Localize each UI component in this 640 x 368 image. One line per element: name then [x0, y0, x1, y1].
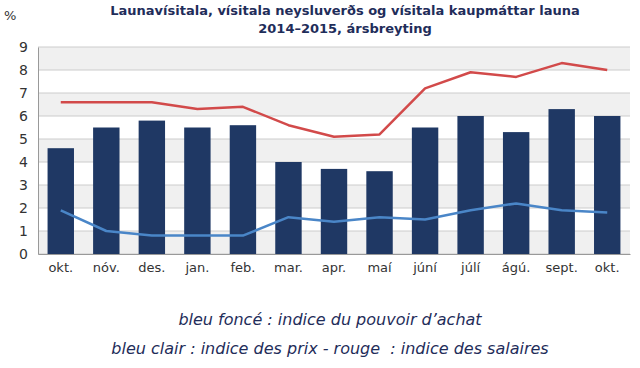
tick: 7 — [19, 85, 38, 101]
tick-label: apr. — [322, 260, 347, 275]
tick-label: okt. — [595, 260, 620, 275]
tick: 4 — [19, 154, 38, 170]
marks — [48, 63, 621, 254]
grid-band — [38, 47, 630, 70]
tick: ágú. — [502, 254, 531, 275]
bar — [366, 171, 392, 254]
bar — [548, 109, 574, 254]
y-axis: 0 1 2 3 4 5 6 7 8 9 — [19, 39, 38, 262]
bar — [321, 169, 347, 254]
tick-label: sept. — [546, 260, 578, 275]
tick: mar. — [274, 254, 303, 275]
tick-label: 4 — [19, 154, 28, 170]
tick: apr. — [322, 254, 347, 275]
tick: 9 — [19, 39, 38, 55]
axis-line — [38, 48, 39, 255]
tick: des. — [138, 254, 165, 275]
x-axis: okt. nóv. des. jan. feb. mar. apr. maí júní júlí á… — [39, 254, 631, 275]
axis-label: % — [4, 8, 16, 23]
tick: nóv. — [93, 254, 120, 275]
tick: 3 — [19, 177, 38, 193]
tick-label: des. — [138, 260, 165, 275]
tick-label: okt. — [48, 260, 73, 275]
tick-label: júlí — [460, 260, 480, 275]
tick-label: júní — [412, 260, 437, 275]
tick: 6 — [19, 108, 38, 124]
bar — [594, 116, 620, 254]
tick-label: nóv. — [93, 260, 120, 275]
tick: júlí — [460, 254, 480, 275]
tick: maí — [367, 254, 392, 275]
tick-label: ágú. — [502, 260, 531, 275]
tick-label: 8 — [19, 62, 28, 78]
tick-label: 6 — [19, 108, 28, 124]
axis-line — [39, 254, 631, 255]
tick: 1 — [19, 223, 38, 239]
grid-band — [38, 139, 630, 162]
title: Launavísitala, vísitala neysluverðs og v… — [110, 3, 579, 18]
bar — [48, 148, 74, 254]
tick-label: 3 — [19, 177, 28, 193]
tick-label: 0 — [19, 246, 28, 262]
tick: 8 — [19, 62, 38, 78]
annotation: bleu foncé : indice du pouvoir d’achat — [178, 310, 482, 329]
subtitle: 2014–2015, ársbreyting — [258, 21, 432, 36]
plot: 0 1 2 3 4 5 6 7 8 9 okt. nóv. des. jan. feb. mar. apr. ma… — [19, 39, 630, 275]
tick-label: mar. — [274, 260, 303, 275]
bar — [275, 162, 301, 254]
tick: okt. — [595, 254, 620, 275]
tick: júní — [412, 254, 437, 275]
tick-label: 1 — [19, 223, 28, 239]
grid-band — [38, 93, 630, 116]
bar — [412, 128, 438, 255]
tick: jan. — [184, 254, 209, 275]
grid-line — [38, 47, 630, 48]
line — [61, 63, 607, 137]
grid-line — [38, 139, 630, 140]
grid-line — [38, 162, 630, 163]
bar — [503, 132, 529, 254]
grid-line — [38, 93, 630, 94]
tick-label: jan. — [184, 260, 209, 275]
tick-label: 7 — [19, 85, 28, 101]
bar — [93, 128, 119, 255]
tick: feb. — [230, 254, 255, 275]
tick-label: 5 — [19, 131, 28, 147]
tick-label: 9 — [19, 39, 28, 55]
line — [61, 203, 607, 235]
tick-label: 2 — [19, 200, 28, 216]
bar — [457, 116, 483, 254]
grid-line — [38, 116, 630, 117]
tick-label: feb. — [230, 260, 255, 275]
tick: 0 — [19, 246, 38, 262]
annotation: bleu clair : indice des prix - rouge : i… — [111, 339, 548, 358]
tick: 2 — [19, 200, 38, 216]
tick: 5 — [19, 131, 38, 147]
tick: sept. — [546, 254, 578, 275]
tick: okt. — [48, 254, 73, 275]
tick-label: maí — [367, 260, 392, 275]
